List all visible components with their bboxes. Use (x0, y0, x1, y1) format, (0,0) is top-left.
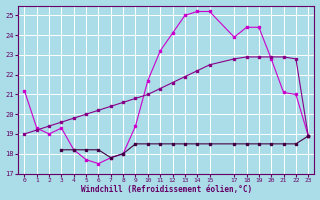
X-axis label: Windchill (Refroidissement éolien,°C): Windchill (Refroidissement éolien,°C) (81, 185, 252, 194)
